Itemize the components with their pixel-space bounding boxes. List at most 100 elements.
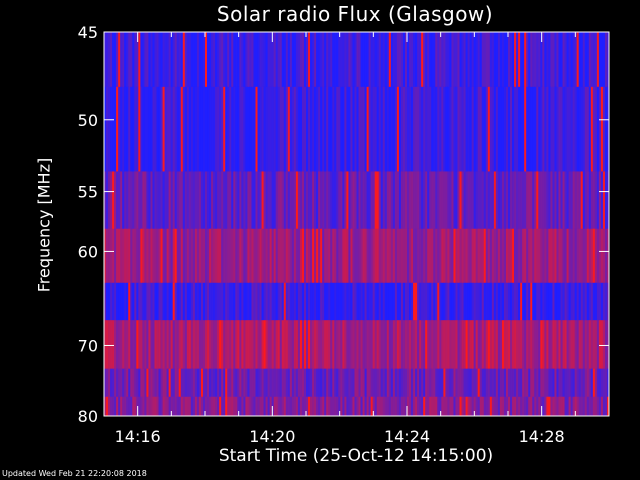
heatmap-cell	[122, 228, 125, 284]
heatmap-cell	[194, 282, 198, 321]
heatmap-cell	[211, 396, 214, 416]
heatmap-cell	[497, 282, 501, 321]
heatmap-cell	[368, 282, 372, 321]
heatmap-cell	[491, 320, 495, 370]
heatmap-cell	[415, 228, 418, 284]
heatmap-cell	[592, 171, 596, 230]
heatmap-cell	[261, 171, 264, 230]
heatmap-cell	[348, 171, 351, 230]
heatmap-cell	[576, 368, 580, 398]
heatmap-cell	[503, 171, 507, 230]
heatmap-cell	[425, 86, 428, 172]
heatmap-cell	[600, 282, 604, 321]
heatmap-cell	[205, 282, 208, 321]
heatmap-cell	[219, 320, 222, 370]
heatmap-cell	[491, 32, 495, 88]
heatmap-cell	[303, 320, 307, 370]
heatmap-cell	[402, 171, 406, 230]
heatmap-cell	[142, 396, 145, 416]
heatmap-cell	[378, 320, 382, 370]
heatmap-cell	[225, 320, 228, 370]
heatmap-cell	[320, 368, 323, 398]
heatmap-cell	[285, 32, 289, 88]
heatmap-cell	[184, 282, 188, 321]
heatmap-cell	[451, 396, 454, 416]
heatmap-cell	[560, 396, 563, 416]
heatmap-cell	[138, 320, 141, 370]
heatmap-cell	[332, 86, 335, 172]
heatmap-cell	[505, 368, 509, 398]
heatmap-cell	[449, 282, 452, 321]
heatmap-cell	[423, 368, 426, 398]
heatmap-cell	[508, 368, 511, 398]
heatmap-cell	[336, 282, 339, 321]
heatmap-cell	[570, 396, 574, 416]
heatmap-cell	[475, 320, 479, 370]
heatmap-cell	[566, 228, 569, 284]
heatmap-cell	[368, 396, 372, 416]
heatmap-cell	[475, 32, 479, 88]
heatmap-cell	[429, 368, 432, 398]
heatmap-cell	[386, 32, 390, 88]
heatmap-cell	[475, 282, 479, 321]
heatmap-cell	[491, 282, 495, 321]
heatmap-cell	[574, 86, 578, 172]
heatmap-cell	[172, 368, 176, 398]
heatmap-cell	[544, 282, 547, 321]
heatmap-cell	[241, 228, 244, 284]
heatmap-cell	[604, 32, 608, 88]
heatmap-cell	[211, 368, 214, 398]
heatmap-cell	[602, 228, 606, 284]
heatmap-cell	[538, 282, 541, 321]
heatmap-cell	[316, 368, 319, 398]
heatmap-cell	[358, 32, 361, 88]
heatmap-cell	[269, 368, 273, 398]
heatmap-cell	[415, 32, 418, 88]
heatmap-cell	[118, 228, 121, 284]
heatmap-cell	[118, 282, 121, 321]
heatmap-cell	[273, 396, 277, 416]
heatmap-cell	[306, 228, 309, 284]
heatmap-cell	[293, 32, 297, 88]
heatmap-cell	[227, 368, 230, 398]
updated-timestamp: Updated Wed Feb 21 22:20:08 2018	[2, 469, 147, 478]
heatmap-cell	[453, 368, 456, 398]
heatmap-cell	[378, 396, 382, 416]
heatmap-cell	[453, 32, 456, 88]
heatmap-cell	[354, 228, 357, 284]
heatmap-cell	[233, 171, 236, 230]
heatmap-cell	[429, 171, 432, 230]
heatmap-cell	[542, 86, 545, 172]
heatmap-cell	[253, 282, 256, 321]
heatmap-cell	[463, 32, 466, 88]
heatmap-cell	[209, 32, 212, 88]
heatmap-cell	[372, 228, 376, 284]
heatmap-cell	[447, 32, 450, 88]
heatmap-cell	[251, 32, 254, 88]
heatmap-cell	[297, 396, 301, 416]
heatmap-cell	[267, 396, 271, 416]
heatmap-cell	[435, 320, 438, 370]
heatmap-cell	[526, 171, 529, 230]
heatmap-cell	[138, 282, 141, 321]
heatmap-cell	[461, 282, 464, 321]
heatmap-cell	[148, 368, 151, 398]
heatmap-cell	[114, 228, 117, 284]
heatmap-cell	[180, 228, 184, 284]
heatmap-cell	[320, 171, 323, 230]
heatmap-cell	[172, 282, 176, 321]
heatmap-cell	[196, 86, 200, 172]
heatmap-cell	[590, 396, 594, 416]
heatmap-cell	[237, 32, 240, 88]
heatmap-cell	[348, 86, 351, 172]
y-tick-label: 55	[78, 183, 98, 202]
heatmap-cell	[493, 171, 497, 230]
heatmap-cell	[566, 368, 569, 398]
heatmap-cell	[388, 320, 392, 370]
heatmap-cell	[352, 228, 355, 284]
heatmap-cell	[532, 368, 535, 398]
heatmap-cell	[213, 86, 216, 172]
heatmap-cell	[451, 32, 454, 88]
heatmap-cell	[409, 396, 412, 416]
heatmap-cell	[568, 228, 572, 284]
